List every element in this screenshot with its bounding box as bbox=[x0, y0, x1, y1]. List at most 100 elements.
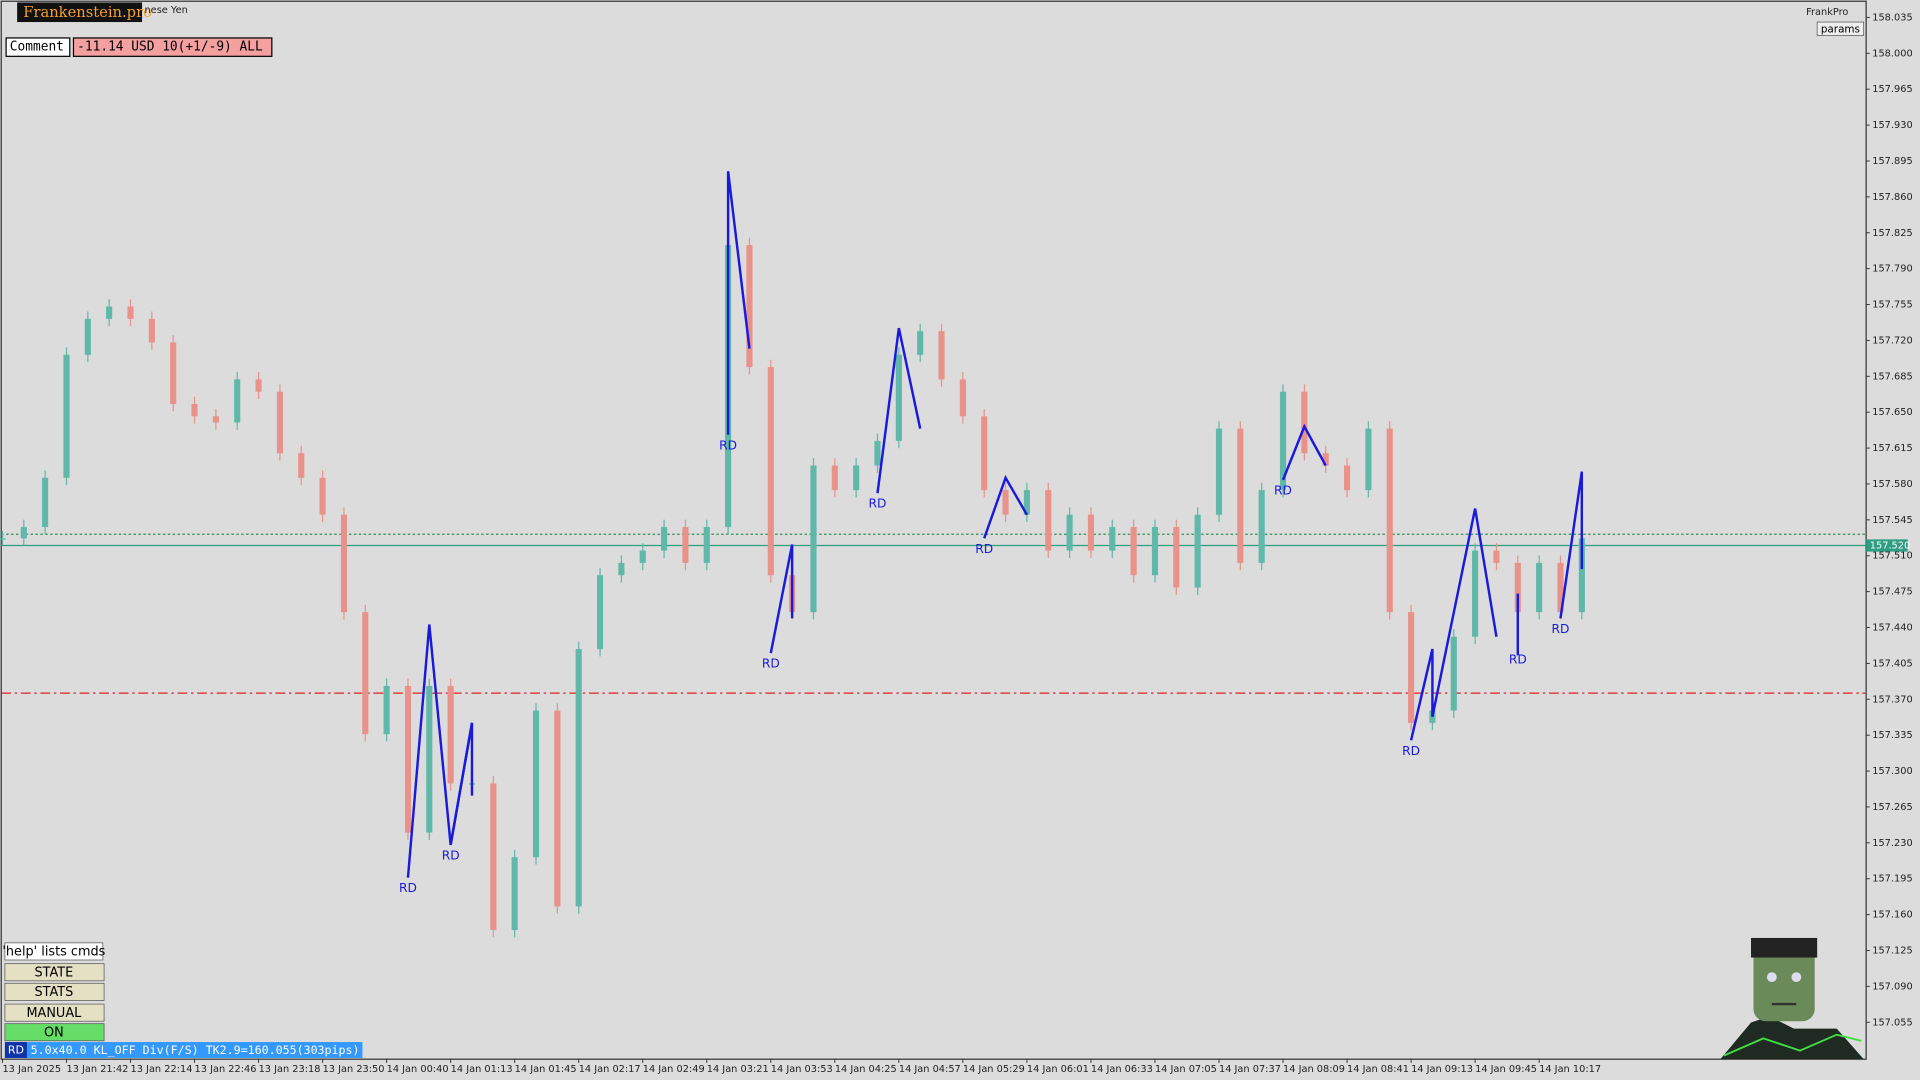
x-tick-label: 14 Jan 10:17 bbox=[1539, 1064, 1601, 1075]
y-tick-label: 157.685 bbox=[1872, 371, 1912, 382]
y-tick-label: 157.370 bbox=[1872, 694, 1912, 705]
pattern-label: RD bbox=[1509, 653, 1527, 667]
candle bbox=[1023, 490, 1030, 515]
y-tick-label: 157.090 bbox=[1872, 981, 1912, 992]
manual-label[interactable]: MANUAL bbox=[26, 1006, 82, 1021]
plot: 158.035 158.000 157.965 157.930 157.895 157.8… bbox=[0, 12, 1913, 1075]
candle bbox=[1130, 527, 1137, 576]
comment-label: Comment bbox=[10, 40, 64, 55]
pattern-label: RD bbox=[975, 542, 993, 556]
candle bbox=[917, 331, 924, 355]
x-tick-label: 13 Jan 23:50 bbox=[323, 1064, 385, 1075]
candle bbox=[191, 403, 198, 417]
candle bbox=[20, 527, 27, 539]
candle bbox=[148, 318, 155, 343]
candle bbox=[1536, 562, 1543, 613]
candle bbox=[981, 416, 988, 491]
y-tick-label: 157.335 bbox=[1872, 730, 1912, 741]
x-tick-label: 14 Jan 02:49 bbox=[643, 1064, 705, 1075]
x-tick-label: 14 Jan 03:53 bbox=[771, 1064, 833, 1075]
candle bbox=[63, 354, 70, 478]
price-label-box bbox=[1866, 539, 1908, 552]
help-button[interactable] bbox=[4, 942, 104, 961]
state-button[interactable] bbox=[4, 963, 105, 982]
candle bbox=[1343, 465, 1351, 491]
x-tick-label: 14 Jan 04:25 bbox=[835, 1064, 897, 1075]
pattern-label: RD bbox=[1274, 483, 1292, 497]
candle bbox=[490, 783, 497, 930]
y-tick-label: 157.405 bbox=[1872, 658, 1912, 669]
y-tick-label: 157.615 bbox=[1872, 443, 1912, 454]
candle bbox=[575, 649, 582, 907]
pattern-line bbox=[1559, 471, 1584, 619]
pattern-line bbox=[876, 327, 922, 494]
candle bbox=[1301, 391, 1308, 454]
pattern-label: RD bbox=[1552, 622, 1570, 636]
candle bbox=[639, 550, 646, 563]
candle bbox=[319, 477, 326, 515]
pattern-line bbox=[769, 544, 794, 654]
on-button[interactable] bbox=[4, 1023, 105, 1042]
candle bbox=[1215, 428, 1223, 515]
x-tick-label: 14 Jan 09:13 bbox=[1411, 1064, 1473, 1075]
params-label[interactable]: params bbox=[1821, 23, 1860, 35]
stats-button[interactable] bbox=[4, 982, 105, 1001]
stats-label[interactable]: STATS bbox=[34, 985, 73, 1000]
y-tick-label: 157.195 bbox=[1872, 874, 1912, 885]
candle bbox=[362, 612, 369, 735]
candle bbox=[1173, 527, 1180, 588]
pattern-label: RD bbox=[719, 438, 737, 452]
symbol-desc: nese Yen bbox=[144, 5, 187, 16]
y-tick-label: 157.440 bbox=[1872, 623, 1912, 634]
y-tick-label: 157.230 bbox=[1872, 838, 1912, 849]
state-label[interactable]: STATE bbox=[35, 965, 74, 980]
mascot bbox=[1720, 937, 1864, 1060]
x-tick-label: 14 Jan 06:01 bbox=[1027, 1064, 1089, 1075]
y-tick-label: 157.055 bbox=[1872, 1017, 1912, 1028]
candle bbox=[511, 857, 518, 930]
candle bbox=[618, 562, 625, 576]
pattern-label: RD bbox=[442, 848, 460, 862]
price-label: 157.520 bbox=[1870, 540, 1910, 551]
comment-value: -11.14 USD 10(+1/-9) ALL bbox=[77, 40, 263, 55]
candle bbox=[42, 477, 49, 528]
x-tick-label: 13 Jan 22:14 bbox=[131, 1064, 193, 1075]
candle bbox=[554, 710, 561, 907]
status-text: 5.0x40.0 KL_OFF Div(F/S) TK2.9=160.055(3… bbox=[31, 1043, 360, 1057]
candle bbox=[0, 538, 6, 540]
pattern-label: RD bbox=[869, 497, 887, 511]
candle bbox=[1087, 514, 1094, 551]
brand: Frankenstein.pro bbox=[23, 4, 152, 21]
y-tick-label: 157.300 bbox=[1872, 766, 1912, 777]
y-tick-label: 157.125 bbox=[1872, 945, 1912, 956]
params-button[interactable] bbox=[1816, 21, 1865, 36]
candle bbox=[1408, 612, 1415, 723]
x-tick-label: 14 Jan 08:41 bbox=[1347, 1064, 1409, 1075]
help-label[interactable]: 'help' lists cmds bbox=[2, 945, 105, 960]
on-label[interactable]: ON bbox=[44, 1025, 64, 1040]
candle bbox=[1578, 538, 1585, 613]
candle bbox=[1450, 636, 1457, 711]
candle bbox=[831, 465, 838, 491]
comment-value-box bbox=[72, 37, 273, 57]
x-tick-label: 14 Jan 01:45 bbox=[515, 1064, 577, 1075]
y-tick-label: 158.000 bbox=[1872, 48, 1912, 59]
x-tick-label: 13 Jan 22:46 bbox=[195, 1064, 257, 1075]
manual-button[interactable] bbox=[4, 1003, 105, 1022]
candle bbox=[447, 685, 454, 784]
candle bbox=[276, 391, 283, 454]
pattern-line bbox=[449, 722, 474, 846]
y-tick-label: 157.895 bbox=[1872, 156, 1912, 167]
candle bbox=[1279, 391, 1287, 491]
x-tick-label: 13 Jan 2025 bbox=[2, 1064, 61, 1075]
y-tick-label: 157.860 bbox=[1872, 192, 1912, 203]
candle bbox=[746, 245, 753, 368]
x-tick-label: 14 Jan 00:40 bbox=[387, 1064, 449, 1075]
candle bbox=[895, 354, 902, 441]
pattern-line bbox=[1281, 423, 1327, 481]
candle bbox=[212, 416, 219, 423]
x-tick-label: 14 Jan 02:17 bbox=[579, 1064, 641, 1075]
x-tick-label: 13 Jan 21:42 bbox=[66, 1064, 128, 1075]
